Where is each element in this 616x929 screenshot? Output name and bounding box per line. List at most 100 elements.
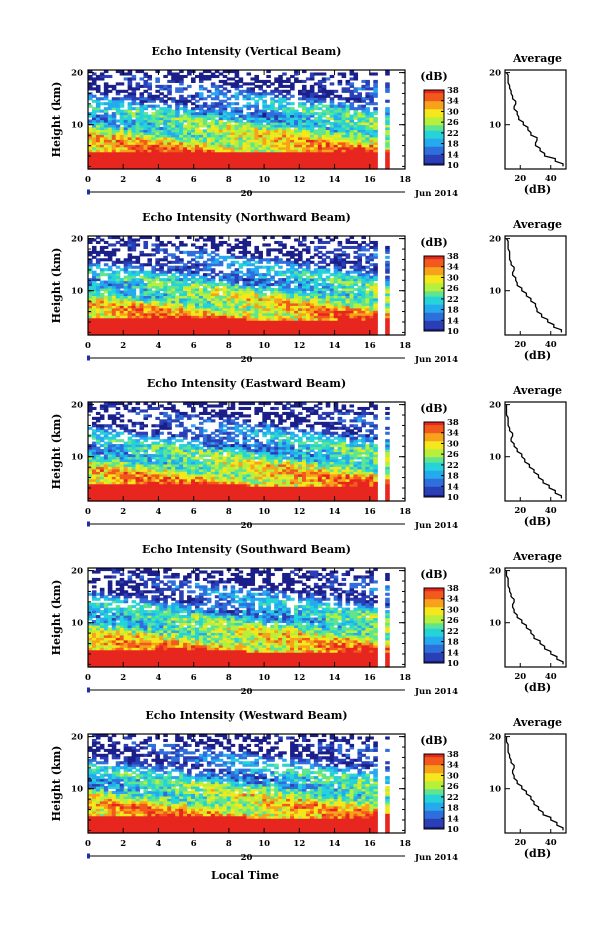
heatmap-cell <box>99 119 105 123</box>
heatmap-cell <box>341 322 347 326</box>
heatmap-cell <box>349 77 355 81</box>
heatmap-cell <box>242 317 248 321</box>
heatmap-cell <box>278 84 283 88</box>
heatmap-cell <box>198 151 204 155</box>
heatmap-cell <box>345 302 351 306</box>
heatmap-cell <box>179 283 184 287</box>
heatmap-cell <box>95 154 101 158</box>
heatmap-cell <box>254 265 259 269</box>
heatmap-cell <box>282 154 287 158</box>
heatmap-cell <box>210 268 216 272</box>
heatmap-cell <box>119 114 125 118</box>
heatmap-cell <box>206 121 212 126</box>
heatmap-cell <box>254 302 259 306</box>
heatmap-cell <box>313 302 319 306</box>
heatmap-cell <box>187 310 192 314</box>
heatmap-cell <box>91 141 97 145</box>
heatmap-cell <box>155 322 160 326</box>
heatmap-cell <box>167 280 172 284</box>
heatmap-cell <box>349 144 355 148</box>
heatmap-cell <box>214 104 220 108</box>
heatmap-cell <box>159 146 164 150</box>
heatmap-cell <box>163 156 168 160</box>
heatmap-cell <box>226 124 232 128</box>
heatmap-cell <box>274 114 279 118</box>
heatmap-cell <box>317 124 323 128</box>
heatmap-cell <box>345 104 351 108</box>
heatmap-cell <box>163 315 168 319</box>
heatmap-cell <box>266 159 271 163</box>
heatmap-cell <box>91 72 97 76</box>
heatmap-cell <box>127 129 133 133</box>
heatmap-cell <box>385 263 390 267</box>
heatmap-cell <box>361 265 366 269</box>
heatmap-cell <box>242 139 248 143</box>
heatmap-cell <box>321 97 327 101</box>
heatmap-cell <box>135 82 141 86</box>
heatmap-cell <box>234 307 240 311</box>
heatmap-cell <box>286 310 291 314</box>
heatmap-cell <box>246 332 252 336</box>
heatmap-cell <box>313 268 319 272</box>
heatmap-cell <box>365 312 370 316</box>
heatmap-cell <box>139 119 145 123</box>
heatmap-cell <box>266 126 271 131</box>
heatmap-cell <box>127 275 133 279</box>
heatmap-cell <box>91 131 97 135</box>
heatmap-cell <box>313 131 319 135</box>
heatmap-cell <box>111 166 117 170</box>
heatmap-cell <box>206 126 212 131</box>
heatmap-cell <box>163 327 168 331</box>
heatmap-cell <box>222 121 228 126</box>
heatmap-cell <box>91 488 97 492</box>
heatmap-cell <box>270 305 275 309</box>
heatmap-cell <box>95 240 101 245</box>
heatmap-cell <box>317 139 323 143</box>
heatmap-cell <box>286 102 291 106</box>
heatmap-cell <box>294 149 299 153</box>
heatmap-cell <box>194 117 200 121</box>
heatmap-cell <box>313 151 319 155</box>
heatmap-cell <box>226 307 232 311</box>
heatmap-cell <box>115 278 121 282</box>
colorbar-segment <box>424 274 444 278</box>
heatmap-cell <box>107 283 113 287</box>
heatmap-cell <box>305 330 311 334</box>
heatmap-cell <box>286 117 291 121</box>
heatmap-cell <box>143 315 149 319</box>
heatmap-cell <box>210 82 216 86</box>
heatmap-cell <box>218 136 224 140</box>
colorbar-segment <box>424 159 444 163</box>
heatmap-cell <box>163 307 168 311</box>
heatmap-cell <box>266 330 271 334</box>
heatmap-cell <box>119 126 125 131</box>
heatmap-cell <box>329 315 335 319</box>
heatmap-cell <box>107 292 113 297</box>
heatmap-cell <box>329 161 335 165</box>
heatmap-cell <box>226 131 232 135</box>
heatmap-cell <box>91 280 97 284</box>
heatmap-cell <box>254 260 259 264</box>
heatmap-cell <box>321 325 327 329</box>
heatmap-cell <box>349 124 355 128</box>
heatmap-cell <box>361 327 366 331</box>
heatmap-cell <box>262 102 267 106</box>
heatmap-cell <box>337 258 343 262</box>
heatmap-cell <box>179 149 184 153</box>
heatmap-cell <box>254 300 259 304</box>
colorbar-segment <box>424 92 444 96</box>
heatmap-cell <box>123 330 129 334</box>
heatmap-cell <box>254 290 259 294</box>
heatmap-cell <box>139 275 145 279</box>
heatmap-cell <box>349 161 355 165</box>
heatmap-cell <box>91 99 97 103</box>
heatmap-cell <box>341 320 347 324</box>
heatmap-cell <box>298 322 303 326</box>
heatmap-cell <box>159 161 164 165</box>
heatmap-cell <box>95 151 101 155</box>
heatmap-cell <box>179 136 184 140</box>
heatmap-cell <box>88 70 93 74</box>
heatmap-cell <box>143 129 149 133</box>
heatmap-cell <box>183 141 188 145</box>
heatmap-cell <box>325 119 331 123</box>
